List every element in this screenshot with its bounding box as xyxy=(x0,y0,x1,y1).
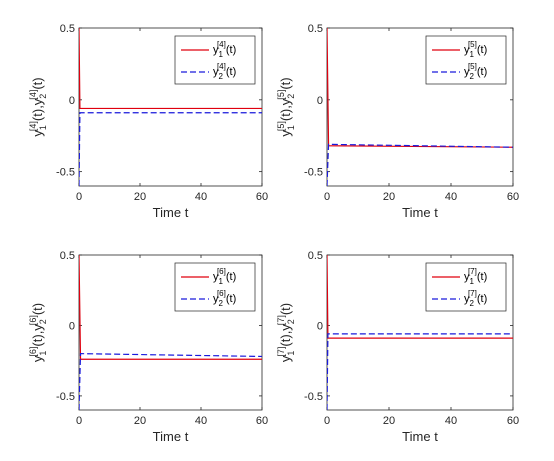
legend-label-1: y1[5](t) xyxy=(464,40,487,59)
x-tick-label: 0 xyxy=(76,191,82,203)
x-tick-label: 40 xyxy=(445,415,457,427)
y-tick-label: 0.5 xyxy=(60,250,75,262)
legend-box xyxy=(425,262,507,312)
legend-label-2: y2[4](t) xyxy=(213,62,236,81)
x-tick-label: 60 xyxy=(507,415,519,427)
legend-label-2: y2[5](t) xyxy=(464,62,487,81)
series-line-2 xyxy=(327,333,513,410)
y-tick-label: 0 xyxy=(317,95,323,107)
y-tick-label: 0 xyxy=(69,320,75,332)
x-tick-label: 20 xyxy=(134,191,146,203)
legend-label-1: y1[4](t) xyxy=(213,40,236,59)
series-line-2 xyxy=(79,112,262,186)
legend-label-1: y1[6](t) xyxy=(213,267,236,286)
x-tick-label: 0 xyxy=(76,415,82,427)
y-tick-label: 0.5 xyxy=(308,250,323,262)
y-tick-label: -0.5 xyxy=(56,167,75,179)
y-axis-label: y1[7](t),y2[7](t) xyxy=(276,303,296,362)
x-tick-label: 40 xyxy=(195,191,207,203)
legend-box xyxy=(174,35,256,85)
x-axis-label: Time t xyxy=(153,205,189,220)
y-tick-label: -0.5 xyxy=(304,391,323,403)
x-axis-label: Time t xyxy=(402,205,438,220)
x-tick-label: 60 xyxy=(256,191,268,203)
legend-box xyxy=(425,35,507,85)
x-tick-label: 0 xyxy=(324,415,330,427)
x-tick-label: 40 xyxy=(195,415,207,427)
x-tick-label: 60 xyxy=(256,415,268,427)
legend-label-1: y1[7](t) xyxy=(464,267,487,286)
legend-label-2: y2[7](t) xyxy=(464,289,487,308)
x-axis-label: Time t xyxy=(402,429,438,444)
x-tick-label: 20 xyxy=(134,415,146,427)
series-line-2 xyxy=(79,353,262,410)
y-tick-label: 0.5 xyxy=(60,23,75,35)
x-tick-label: 40 xyxy=(445,191,457,203)
series-line-1 xyxy=(79,28,262,110)
x-tick-label: 20 xyxy=(383,415,395,427)
y-axis-label: y1[6](t),y2[6](t) xyxy=(28,303,48,362)
y-tick-label: 0 xyxy=(69,95,75,107)
x-axis-label: Time t xyxy=(153,429,189,444)
y-tick-label: 0 xyxy=(317,320,323,332)
y-tick-label: -0.5 xyxy=(304,167,323,179)
series-line-2 xyxy=(327,143,513,186)
y-axis-label: y1[4](t),y2[4](t) xyxy=(28,77,48,136)
series-line-1 xyxy=(327,255,513,339)
x-tick-label: 20 xyxy=(383,191,395,203)
legend-box xyxy=(174,262,256,312)
y-tick-label: 0.5 xyxy=(308,23,323,35)
y-axis-label: y1[5](t),y2[5](t) xyxy=(276,77,296,136)
y-tick-label: -0.5 xyxy=(56,391,75,403)
legend-label-2: y2[6](t) xyxy=(213,289,236,308)
x-tick-label: 60 xyxy=(507,191,519,203)
x-tick-label: 0 xyxy=(324,191,330,203)
